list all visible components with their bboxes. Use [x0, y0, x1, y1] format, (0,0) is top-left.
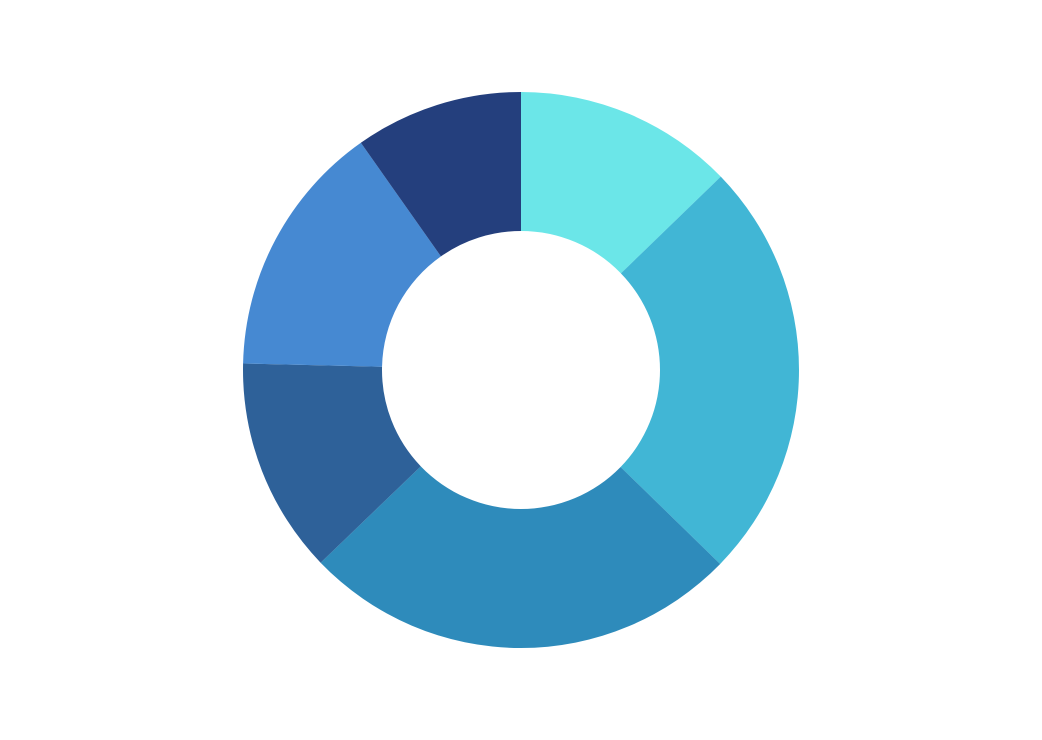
donut-slices — [243, 92, 799, 648]
donut-slice-2 — [620, 176, 799, 564]
donut-slice-6 — [360, 92, 521, 257]
donut-slice-1 — [521, 92, 721, 274]
donut-slice-5 — [243, 142, 441, 367]
donut-slice-4 — [243, 363, 421, 563]
donut-slice-3 — [320, 466, 721, 648]
